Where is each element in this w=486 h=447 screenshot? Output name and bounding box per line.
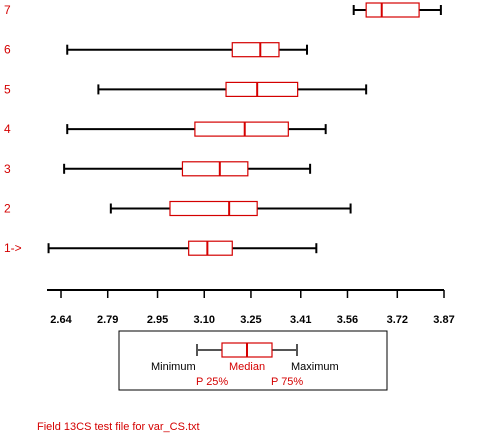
box-row: 3 (4, 161, 312, 177)
row-label: 5 (4, 82, 11, 96)
box-rows: 7 6 5 4 3 2 1-> (4, 2, 442, 256)
x-tick-label: 2.95 (147, 314, 168, 326)
x-tick-label: 2.79 (97, 314, 118, 326)
x-tick-label: 3.25 (240, 314, 261, 326)
iqr-box (188, 240, 233, 256)
legend-median-label: Median (229, 361, 265, 373)
box-row: 6 (4, 42, 308, 58)
x-tick-label: 3.56 (337, 314, 358, 326)
box-row: 1-> (4, 240, 318, 256)
iqr-box (194, 121, 289, 137)
x-tick-label: 3.10 (194, 314, 215, 326)
legend: Minimum Median Maximum P 25% P 75% (118, 330, 388, 391)
box-row: 7 (4, 2, 442, 18)
iqr-box (181, 161, 249, 177)
legend-maximum-label: Maximum (291, 361, 339, 373)
x-axis-ticks: 2.64 2.79 2.95 3.10 3.25 3.41 3.56 3.72 3.87 (50, 290, 455, 326)
legend-frame (118, 330, 388, 391)
iqr-box (169, 200, 258, 217)
row-label: 4 (4, 122, 11, 136)
row-label: 2 (4, 202, 11, 216)
box-row: 2 (4, 200, 352, 217)
x-tick-label: 3.72 (387, 314, 408, 326)
iqr-box (225, 81, 299, 98)
x-tick-label: 3.87 (433, 314, 454, 326)
footer-caption: Field 13CS test file for var_CS.txt (37, 421, 200, 433)
iqr-box (231, 42, 280, 58)
box-row: 5 (4, 81, 368, 98)
x-tick-label: 3.41 (290, 314, 311, 326)
iqr-box (365, 2, 420, 18)
x-tick-label: 2.64 (50, 314, 72, 326)
row-label: 6 (4, 43, 11, 57)
row-label: 1-> (4, 241, 22, 255)
row-label: 7 (4, 3, 11, 17)
legend-p75-label: P 75% (271, 376, 303, 388)
box-row: 4 (4, 121, 327, 137)
legend-p25-label: P 25% (196, 376, 228, 388)
legend-minimum-label: Minimum (151, 361, 196, 373)
row-label: 3 (4, 162, 11, 176)
x-axis: 2.64 2.79 2.95 3.10 3.25 3.41 3.56 3.72 3.87 (47, 289, 455, 326)
